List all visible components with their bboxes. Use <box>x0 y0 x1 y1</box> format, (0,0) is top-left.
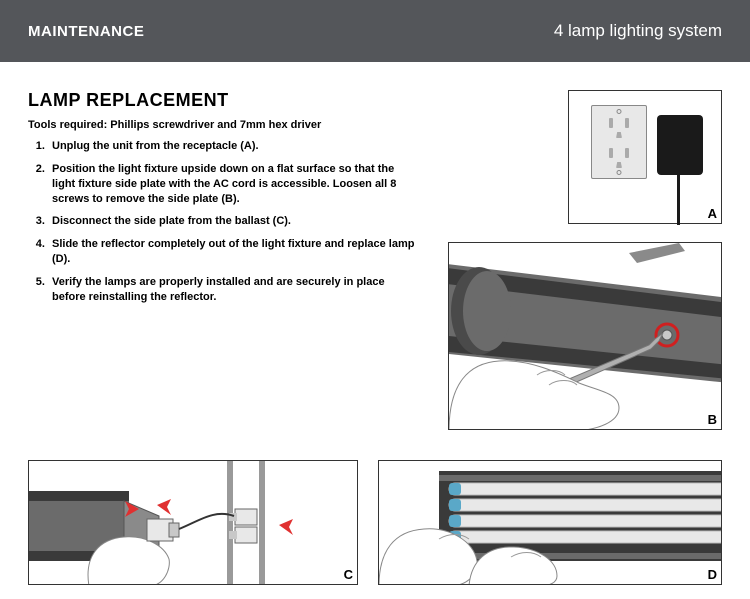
step-4: Slide the reflector completely out of th… <box>48 237 418 267</box>
figure-c-illustration <box>29 461 358 585</box>
outlet-icon <box>591 105 647 179</box>
step-5: Verify the lamps are properly installed … <box>48 275 418 305</box>
figure-d: D <box>378 460 722 585</box>
step-1: Unplug the unit from the receptacle (A). <box>48 139 418 154</box>
cord-icon <box>677 175 680 225</box>
figure-d-label: D <box>708 567 717 582</box>
step-3: Disconnect the side plate from the balla… <box>48 214 418 229</box>
step-2: Position the light fixture upside down o… <box>48 162 418 207</box>
instruction-steps: Unplug the unit from the receptacle (A).… <box>28 139 418 305</box>
figure-b: B <box>448 242 722 430</box>
figure-b-label: B <box>708 412 717 427</box>
header-left-title: MAINTENANCE <box>28 23 144 40</box>
figure-a-label: A <box>708 206 717 221</box>
figure-c-label: C <box>344 567 353 582</box>
header-bar: MAINTENANCE 4 lamp lighting system <box>0 0 750 62</box>
figure-d-illustration <box>379 461 722 585</box>
plug-icon <box>657 115 703 175</box>
figure-a: A <box>568 90 722 224</box>
figure-b-illustration <box>449 243 722 430</box>
figure-c: C <box>28 460 358 585</box>
header-right-title: 4 lamp lighting system <box>554 21 722 41</box>
